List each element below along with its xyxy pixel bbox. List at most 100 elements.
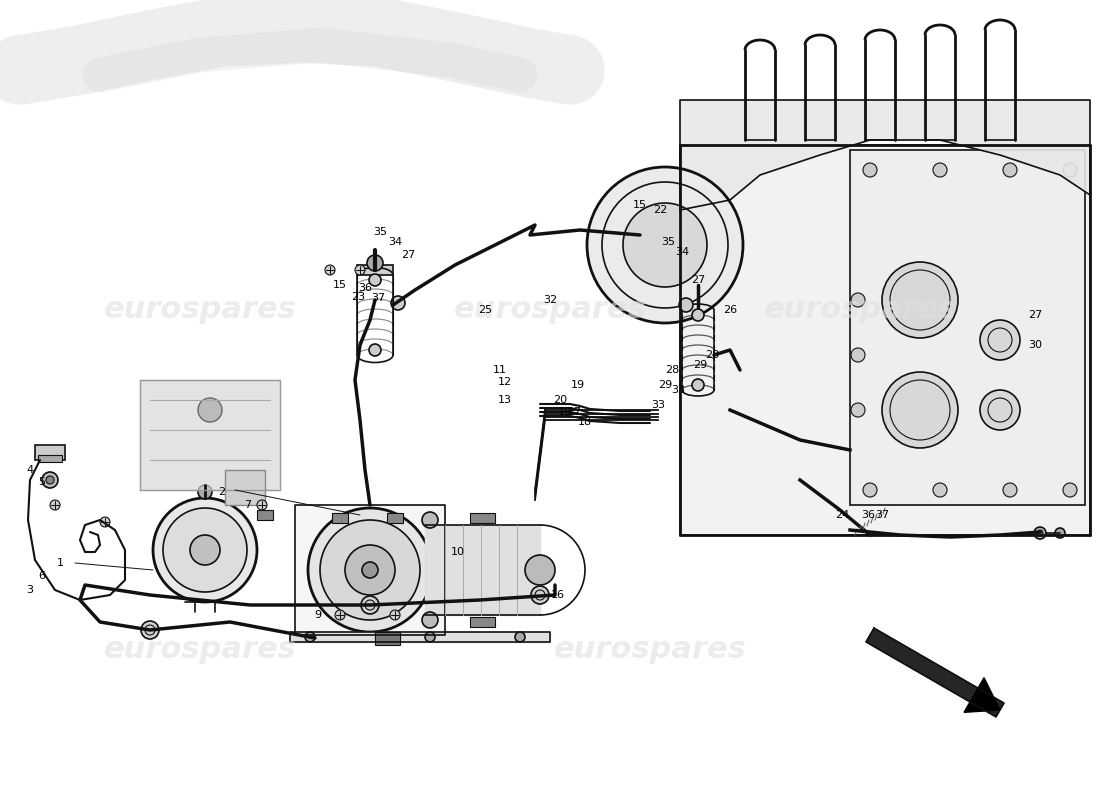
Text: 17: 17 bbox=[568, 407, 582, 417]
Text: 35: 35 bbox=[373, 227, 387, 237]
Polygon shape bbox=[375, 632, 400, 645]
Circle shape bbox=[590, 170, 740, 320]
Circle shape bbox=[46, 476, 54, 484]
Circle shape bbox=[1037, 530, 1043, 536]
Polygon shape bbox=[332, 513, 348, 523]
Circle shape bbox=[368, 274, 381, 286]
Circle shape bbox=[587, 167, 742, 323]
Circle shape bbox=[153, 498, 257, 602]
Text: 37: 37 bbox=[874, 510, 889, 520]
Polygon shape bbox=[680, 100, 1090, 210]
Text: 18: 18 bbox=[578, 417, 592, 427]
Text: 34: 34 bbox=[675, 247, 689, 257]
Text: 29: 29 bbox=[693, 360, 707, 370]
Circle shape bbox=[980, 320, 1020, 360]
Text: 34: 34 bbox=[388, 237, 403, 247]
Polygon shape bbox=[358, 265, 393, 275]
Circle shape bbox=[623, 203, 707, 287]
Circle shape bbox=[390, 610, 400, 620]
Text: 16: 16 bbox=[551, 590, 565, 600]
Circle shape bbox=[645, 225, 685, 265]
Polygon shape bbox=[295, 505, 446, 635]
Text: 20: 20 bbox=[553, 395, 568, 405]
Text: 36: 36 bbox=[861, 510, 875, 520]
Circle shape bbox=[851, 293, 865, 307]
Text: 33: 33 bbox=[651, 400, 666, 410]
Circle shape bbox=[980, 390, 1020, 430]
Polygon shape bbox=[470, 513, 495, 523]
Circle shape bbox=[425, 632, 435, 642]
Circle shape bbox=[882, 372, 958, 448]
Text: 2: 2 bbox=[219, 487, 225, 497]
Text: 30: 30 bbox=[1028, 340, 1042, 350]
Circle shape bbox=[198, 398, 222, 422]
Circle shape bbox=[355, 265, 365, 275]
Circle shape bbox=[933, 483, 947, 497]
Text: 5: 5 bbox=[39, 477, 45, 487]
Circle shape bbox=[1063, 163, 1077, 177]
Polygon shape bbox=[964, 678, 1000, 712]
Circle shape bbox=[50, 500, 60, 510]
Polygon shape bbox=[257, 510, 273, 520]
Text: 19: 19 bbox=[558, 407, 572, 417]
Text: 3: 3 bbox=[26, 585, 33, 595]
Circle shape bbox=[531, 586, 549, 604]
Circle shape bbox=[361, 596, 379, 614]
Circle shape bbox=[422, 612, 438, 628]
Text: eurospares: eurospares bbox=[553, 635, 747, 665]
Circle shape bbox=[851, 348, 865, 362]
Circle shape bbox=[864, 163, 877, 177]
Circle shape bbox=[198, 485, 212, 499]
Text: 22: 22 bbox=[653, 205, 667, 215]
Polygon shape bbox=[35, 445, 65, 460]
Text: 23: 23 bbox=[351, 292, 365, 302]
Text: 10: 10 bbox=[451, 547, 465, 557]
Circle shape bbox=[345, 545, 395, 595]
Circle shape bbox=[692, 309, 704, 321]
Text: 27: 27 bbox=[1027, 310, 1042, 320]
Circle shape bbox=[190, 535, 220, 565]
Circle shape bbox=[864, 483, 877, 497]
Text: eurospares: eurospares bbox=[103, 295, 296, 325]
Circle shape bbox=[100, 517, 110, 527]
Circle shape bbox=[1003, 483, 1018, 497]
Text: 15: 15 bbox=[632, 200, 647, 210]
Text: 35: 35 bbox=[661, 237, 675, 247]
Polygon shape bbox=[470, 617, 495, 627]
Text: 26: 26 bbox=[723, 305, 737, 315]
Circle shape bbox=[692, 379, 704, 391]
Text: 1: 1 bbox=[56, 558, 64, 568]
Text: 11: 11 bbox=[493, 365, 507, 375]
Circle shape bbox=[308, 508, 432, 632]
Polygon shape bbox=[425, 525, 540, 615]
Polygon shape bbox=[866, 628, 1004, 717]
Circle shape bbox=[362, 562, 378, 578]
Text: eurospares: eurospares bbox=[453, 295, 647, 325]
Circle shape bbox=[141, 621, 160, 639]
Circle shape bbox=[367, 255, 383, 271]
Text: 12: 12 bbox=[498, 377, 513, 387]
Polygon shape bbox=[140, 380, 280, 490]
FancyBboxPatch shape bbox=[850, 150, 1085, 505]
Text: 36: 36 bbox=[358, 283, 372, 293]
Circle shape bbox=[324, 265, 336, 275]
Circle shape bbox=[390, 296, 405, 310]
Polygon shape bbox=[226, 470, 265, 505]
Text: 13: 13 bbox=[498, 395, 512, 405]
Text: eurospares: eurospares bbox=[103, 635, 296, 665]
Text: 28: 28 bbox=[705, 350, 719, 360]
Circle shape bbox=[933, 163, 947, 177]
Circle shape bbox=[1055, 528, 1065, 538]
Text: 24: 24 bbox=[835, 510, 849, 520]
Circle shape bbox=[163, 508, 248, 592]
Text: 27: 27 bbox=[400, 250, 415, 260]
Circle shape bbox=[257, 500, 267, 510]
Circle shape bbox=[851, 403, 865, 417]
Circle shape bbox=[368, 344, 381, 356]
Circle shape bbox=[422, 512, 438, 528]
Text: 33: 33 bbox=[671, 385, 685, 395]
Circle shape bbox=[625, 205, 705, 285]
Text: 37: 37 bbox=[371, 293, 385, 303]
Text: 25: 25 bbox=[477, 305, 492, 315]
Circle shape bbox=[525, 555, 556, 585]
